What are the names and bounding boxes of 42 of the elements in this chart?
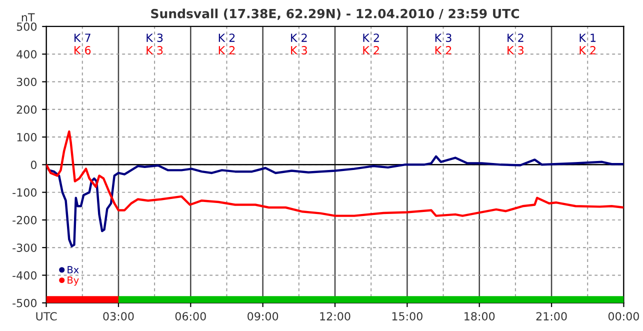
y-tick-label: 300 bbox=[16, 78, 37, 86]
annotation: K 2 bbox=[363, 34, 379, 42]
annotation: K 1 bbox=[580, 34, 596, 42]
y-tick-label: 0 bbox=[30, 160, 37, 170]
x-tick-label: 21:00 bbox=[536, 312, 567, 320]
annotation: K 2 bbox=[580, 46, 596, 54]
legend-label: Bx bbox=[68, 266, 79, 274]
annotation: K 3 bbox=[146, 46, 163, 54]
annotation: K 2 bbox=[435, 46, 452, 54]
line-series bbox=[46, 130, 624, 217]
y-tick-label: 200 bbox=[16, 105, 37, 114]
y-axis-title: nT bbox=[22, 13, 35, 22]
annotation: K 2 bbox=[218, 46, 235, 54]
annotation: K 2 bbox=[363, 46, 379, 54]
y-tick-label: -100 bbox=[12, 188, 37, 197]
annotation: K 7 bbox=[74, 34, 90, 42]
annotation: K 2 bbox=[291, 34, 307, 42]
annotation: K 3 bbox=[435, 34, 452, 42]
annotation: K 2 bbox=[218, 34, 235, 42]
annotation: K 3 bbox=[508, 46, 524, 54]
x-tick-label: 06:00 bbox=[175, 312, 206, 320]
annotation: K 3 bbox=[146, 34, 163, 42]
x-tick-label: 09:00 bbox=[248, 312, 278, 320]
chart-title: Sundsvall (17.38E, 62.29N) - 12.04.2010 / 23:59 UTC bbox=[151, 8, 519, 20]
annotation: K 2 bbox=[508, 34, 524, 42]
y-tick-label: -200 bbox=[12, 216, 37, 224]
x-tick-label: 00:00 bbox=[608, 312, 639, 320]
y-tick-label: -500 bbox=[12, 298, 37, 308]
x-tick-label: 12:00 bbox=[320, 312, 350, 320]
line-series bbox=[46, 155, 624, 248]
annotation: K 3 bbox=[291, 46, 307, 54]
y-tick-label: 400 bbox=[16, 50, 37, 58]
y-tick-label: 500 bbox=[16, 22, 37, 31]
y-tick-label: -400 bbox=[12, 271, 37, 280]
y-tick-label: 100 bbox=[17, 133, 37, 142]
x-tick-label: 18:00 bbox=[464, 312, 495, 320]
annotation: K 6 bbox=[74, 46, 91, 54]
legend-label: By bbox=[68, 276, 79, 286]
y-tick-label: -300 bbox=[12, 244, 37, 252]
x-tick-label: 15:00 bbox=[392, 312, 422, 320]
x-tick-label: 03:00 bbox=[103, 312, 134, 320]
x-tick-label: UTC bbox=[36, 312, 57, 320]
